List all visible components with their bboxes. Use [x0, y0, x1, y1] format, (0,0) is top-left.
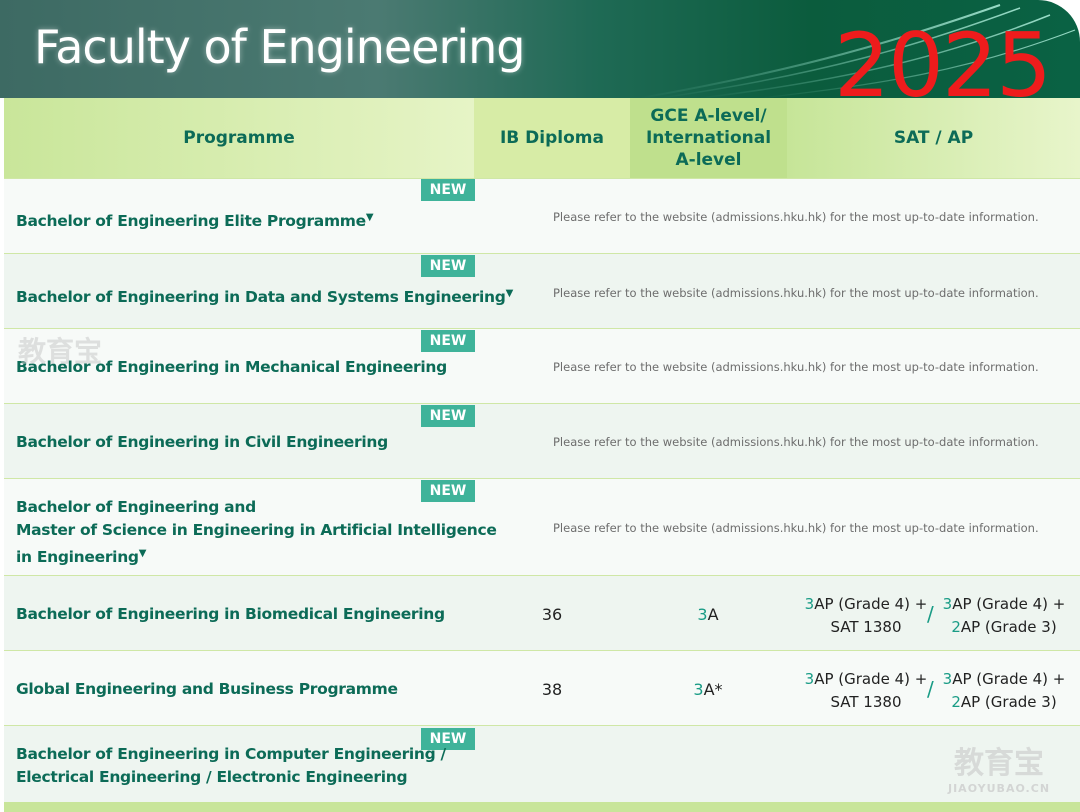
programme-name-line2: Master of Science in Engineering in Arti…	[16, 521, 497, 539]
sat-score: SAT 1380	[830, 618, 902, 636]
programme-name: Bachelor of Engineering in Computer Engi…	[16, 743, 446, 789]
gce-grade: A*	[703, 680, 723, 699]
watermark-right: 教育宝 JIAOYUBAO.CN	[948, 738, 1050, 795]
new-badge: NEW	[421, 179, 475, 201]
ap-text: AP (Grade 3)	[960, 618, 1057, 636]
sat-score: SAT 1380	[830, 693, 902, 711]
table-row: NEW Bachelor of Engineering and Master o…	[4, 478, 1080, 576]
programme-name-line1: Bachelor of Engineering in Computer Engi…	[16, 745, 446, 763]
programme-name: Bachelor of Engineering and Master of Sc…	[16, 496, 497, 569]
programme-name: Bachelor of Engineering in Biomedical En…	[16, 605, 445, 623]
table-row: Global Engineering and Business Programm…	[4, 650, 1080, 726]
ap-count: 2	[951, 618, 961, 636]
gce-requirement: 3A*	[670, 680, 746, 699]
ib-score: 36	[541, 605, 563, 624]
watermark-left: 教育宝	[18, 330, 102, 370]
page-title: Faculty of Engineering	[34, 20, 525, 74]
header-ib: IB Diploma	[474, 98, 630, 178]
page-banner: Faculty of Engineering	[0, 0, 1080, 98]
ap-text: AP (Grade 4) +	[814, 670, 928, 688]
gce-requirement: 3A	[670, 605, 746, 624]
header-gce-line1: GCE A-level/	[650, 106, 767, 126]
banner-swoosh-decoration	[639, 4, 1076, 98]
header-programme: Programme	[4, 98, 474, 178]
ap-text: AP (Grade 4) +	[814, 595, 928, 613]
table-row: NEW Bachelor of Engineering Elite Progra…	[4, 178, 1080, 254]
new-badge: NEW	[421, 330, 475, 352]
programme-name-text: Bachelor of Engineering in Data and Syst…	[16, 288, 506, 307]
header-sat-label: SAT / AP	[893, 128, 974, 148]
new-badge: NEW	[421, 255, 475, 277]
ap-count: 3	[942, 595, 953, 613]
ap-count: 2	[951, 693, 961, 711]
new-badge: NEW	[421, 405, 475, 427]
table-row: NEW Bachelor of Engineering in Computer …	[4, 725, 1080, 803]
ap-count: 3	[942, 670, 953, 688]
header-gce-line2: International	[645, 128, 772, 148]
sat-ap-option-1: 3AP (Grade 4) + SAT 1380	[801, 593, 931, 639]
sat-ap-option-2: 3AP (Grade 4) + 2AP (Grade 3)	[939, 668, 1069, 714]
gce-count: 3	[693, 680, 704, 699]
programme-name-line1: Bachelor of Engineering and	[16, 498, 256, 516]
programme-name: Bachelor of Engineering in Mechanical En…	[16, 358, 447, 376]
gce-count: 3	[697, 605, 708, 624]
footnote-triangle-icon: ▼	[365, 212, 374, 223]
option-separator: /	[927, 677, 934, 701]
info-note: Please refer to the website (admissions.…	[553, 435, 1039, 449]
ap-text: AP (Grade 3)	[960, 693, 1057, 711]
ap-count: 3	[804, 595, 815, 613]
watermark-text: 教育宝	[954, 746, 1045, 781]
table-bottom-border	[4, 802, 1080, 812]
info-note: Please refer to the website (admissions.…	[553, 521, 1039, 535]
table-header: Programme IB Diploma GCE A-level/ Intern…	[4, 98, 1080, 178]
ap-text: AP (Grade 4) +	[952, 670, 1066, 688]
programme-name-line3: in Engineering	[16, 548, 139, 567]
gce-grade: A	[707, 605, 719, 624]
new-badge: NEW	[421, 480, 475, 502]
footnote-triangle-icon: ▼	[505, 288, 514, 299]
ib-score: 38	[541, 680, 563, 699]
ap-count: 3	[804, 670, 815, 688]
watermark-subtext: JIAOYUBAO.CN	[948, 782, 1051, 795]
programme-name-line2: Electrical Engineering / Electronic Engi…	[16, 768, 408, 786]
year-label: 2025	[834, 14, 1052, 117]
table-row: NEW Bachelor of Engineering in Data and …	[4, 253, 1080, 329]
header-gce-line3: A-level	[675, 150, 742, 170]
info-note: Please refer to the website (admissions.…	[553, 210, 1039, 224]
programme-name-text: Bachelor of Engineering Elite Programme	[16, 212, 366, 231]
programme-name: Global Engineering and Business Programm…	[16, 680, 398, 698]
table-row: Bachelor of Engineering in Biomedical En…	[4, 575, 1080, 651]
watermark-text: 教育宝	[18, 335, 103, 368]
new-badge: NEW	[421, 728, 475, 750]
header-sat: SAT / AP	[787, 98, 1080, 178]
sat-ap-option-1: 3AP (Grade 4) + SAT 1380	[801, 668, 931, 714]
header-gce: GCE A-level/ International A-level	[630, 98, 787, 178]
programme-name: Bachelor of Engineering Elite Programme▼	[16, 206, 374, 233]
header-programme-label: Programme	[183, 128, 295, 148]
programme-name: Bachelor of Engineering in Civil Enginee…	[16, 433, 388, 451]
ap-text: AP (Grade 4) +	[952, 595, 1066, 613]
footnote-triangle-icon: ▼	[138, 548, 147, 559]
programme-name: Bachelor of Engineering in Data and Syst…	[16, 282, 513, 309]
sat-ap-option-2: 3AP (Grade 4) + 2AP (Grade 3)	[939, 593, 1069, 639]
option-separator: /	[927, 602, 934, 626]
header-ib-label: IB Diploma	[499, 128, 604, 148]
info-note: Please refer to the website (admissions.…	[553, 360, 1039, 374]
info-note: Please refer to the website (admissions.…	[553, 286, 1039, 300]
table-row: NEW Bachelor of Engineering in Mechanica…	[4, 328, 1080, 404]
table-row: NEW Bachelor of Engineering in Civil Eng…	[4, 403, 1080, 479]
